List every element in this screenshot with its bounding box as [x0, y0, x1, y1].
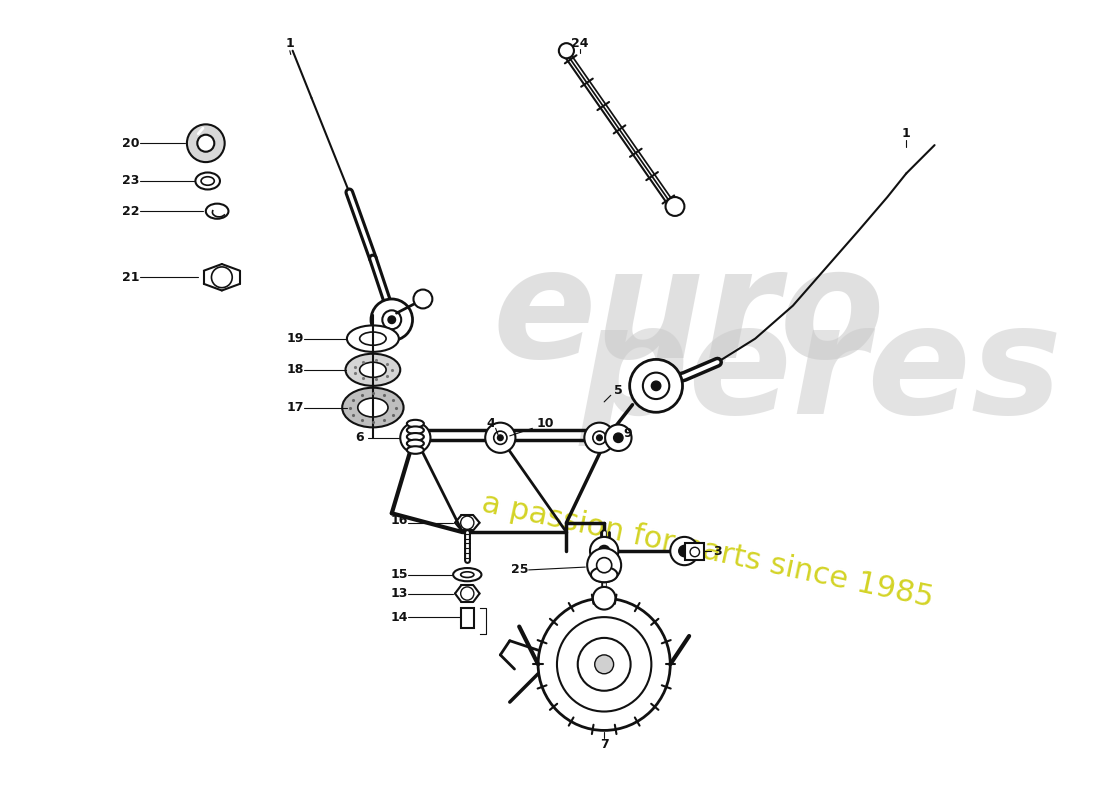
Circle shape [461, 587, 474, 600]
Circle shape [494, 431, 507, 444]
Ellipse shape [407, 433, 424, 441]
Text: 17: 17 [286, 401, 304, 414]
Circle shape [485, 422, 516, 453]
Circle shape [400, 422, 430, 453]
Text: 1: 1 [902, 127, 911, 140]
Circle shape [371, 299, 412, 341]
Text: a passion for parts since 1985: a passion for parts since 1985 [480, 489, 936, 613]
Circle shape [197, 134, 215, 152]
Text: peres: peres [580, 297, 1063, 446]
Circle shape [605, 425, 631, 451]
Circle shape [461, 516, 474, 530]
Ellipse shape [360, 362, 386, 378]
Circle shape [642, 373, 669, 399]
Ellipse shape [407, 420, 424, 427]
Text: 14: 14 [390, 610, 408, 624]
Text: 4: 4 [487, 417, 496, 430]
Ellipse shape [342, 388, 404, 427]
Circle shape [670, 537, 698, 566]
Text: 13: 13 [390, 587, 408, 600]
Circle shape [690, 547, 700, 557]
Ellipse shape [346, 326, 399, 352]
Text: 7: 7 [600, 738, 608, 751]
Circle shape [383, 310, 402, 329]
Ellipse shape [358, 398, 388, 417]
Text: 19: 19 [287, 332, 304, 345]
Circle shape [584, 422, 615, 453]
Ellipse shape [407, 426, 424, 434]
Ellipse shape [461, 572, 474, 578]
Circle shape [629, 359, 682, 412]
Text: 6: 6 [355, 431, 363, 444]
Text: 24: 24 [571, 37, 588, 50]
Text: 5: 5 [614, 384, 623, 397]
Text: 9: 9 [623, 426, 631, 439]
Circle shape [596, 558, 612, 573]
Circle shape [538, 598, 670, 730]
Ellipse shape [591, 567, 617, 582]
Ellipse shape [206, 204, 229, 218]
Ellipse shape [407, 440, 424, 447]
Text: 15: 15 [390, 568, 408, 581]
Circle shape [187, 124, 224, 162]
Circle shape [596, 435, 603, 441]
Text: 10: 10 [536, 417, 553, 430]
Text: 21: 21 [122, 270, 140, 284]
Text: euro: euro [493, 241, 886, 390]
Circle shape [211, 267, 232, 288]
Text: 18: 18 [287, 363, 304, 376]
Circle shape [412, 435, 418, 441]
Text: 1: 1 [285, 37, 294, 50]
Text: 22: 22 [122, 205, 140, 218]
Text: 25: 25 [512, 563, 529, 577]
Circle shape [409, 431, 422, 444]
FancyBboxPatch shape [461, 608, 474, 629]
Circle shape [559, 43, 574, 58]
Circle shape [679, 546, 690, 557]
Circle shape [497, 435, 503, 441]
Circle shape [651, 381, 661, 390]
Circle shape [590, 537, 618, 566]
Circle shape [414, 290, 432, 309]
Circle shape [587, 548, 621, 582]
Circle shape [614, 433, 623, 442]
Ellipse shape [345, 354, 400, 386]
Circle shape [666, 197, 684, 216]
Circle shape [593, 587, 616, 610]
Text: 16: 16 [390, 514, 408, 527]
Circle shape [598, 546, 609, 557]
Text: 3: 3 [713, 545, 722, 558]
Ellipse shape [453, 568, 482, 582]
Circle shape [595, 655, 614, 674]
Ellipse shape [407, 446, 424, 454]
Text: 23: 23 [122, 174, 140, 187]
Text: 20: 20 [122, 137, 140, 150]
Circle shape [388, 316, 396, 323]
FancyBboxPatch shape [685, 543, 704, 561]
Ellipse shape [360, 332, 386, 346]
Circle shape [593, 431, 606, 444]
Ellipse shape [196, 173, 220, 190]
